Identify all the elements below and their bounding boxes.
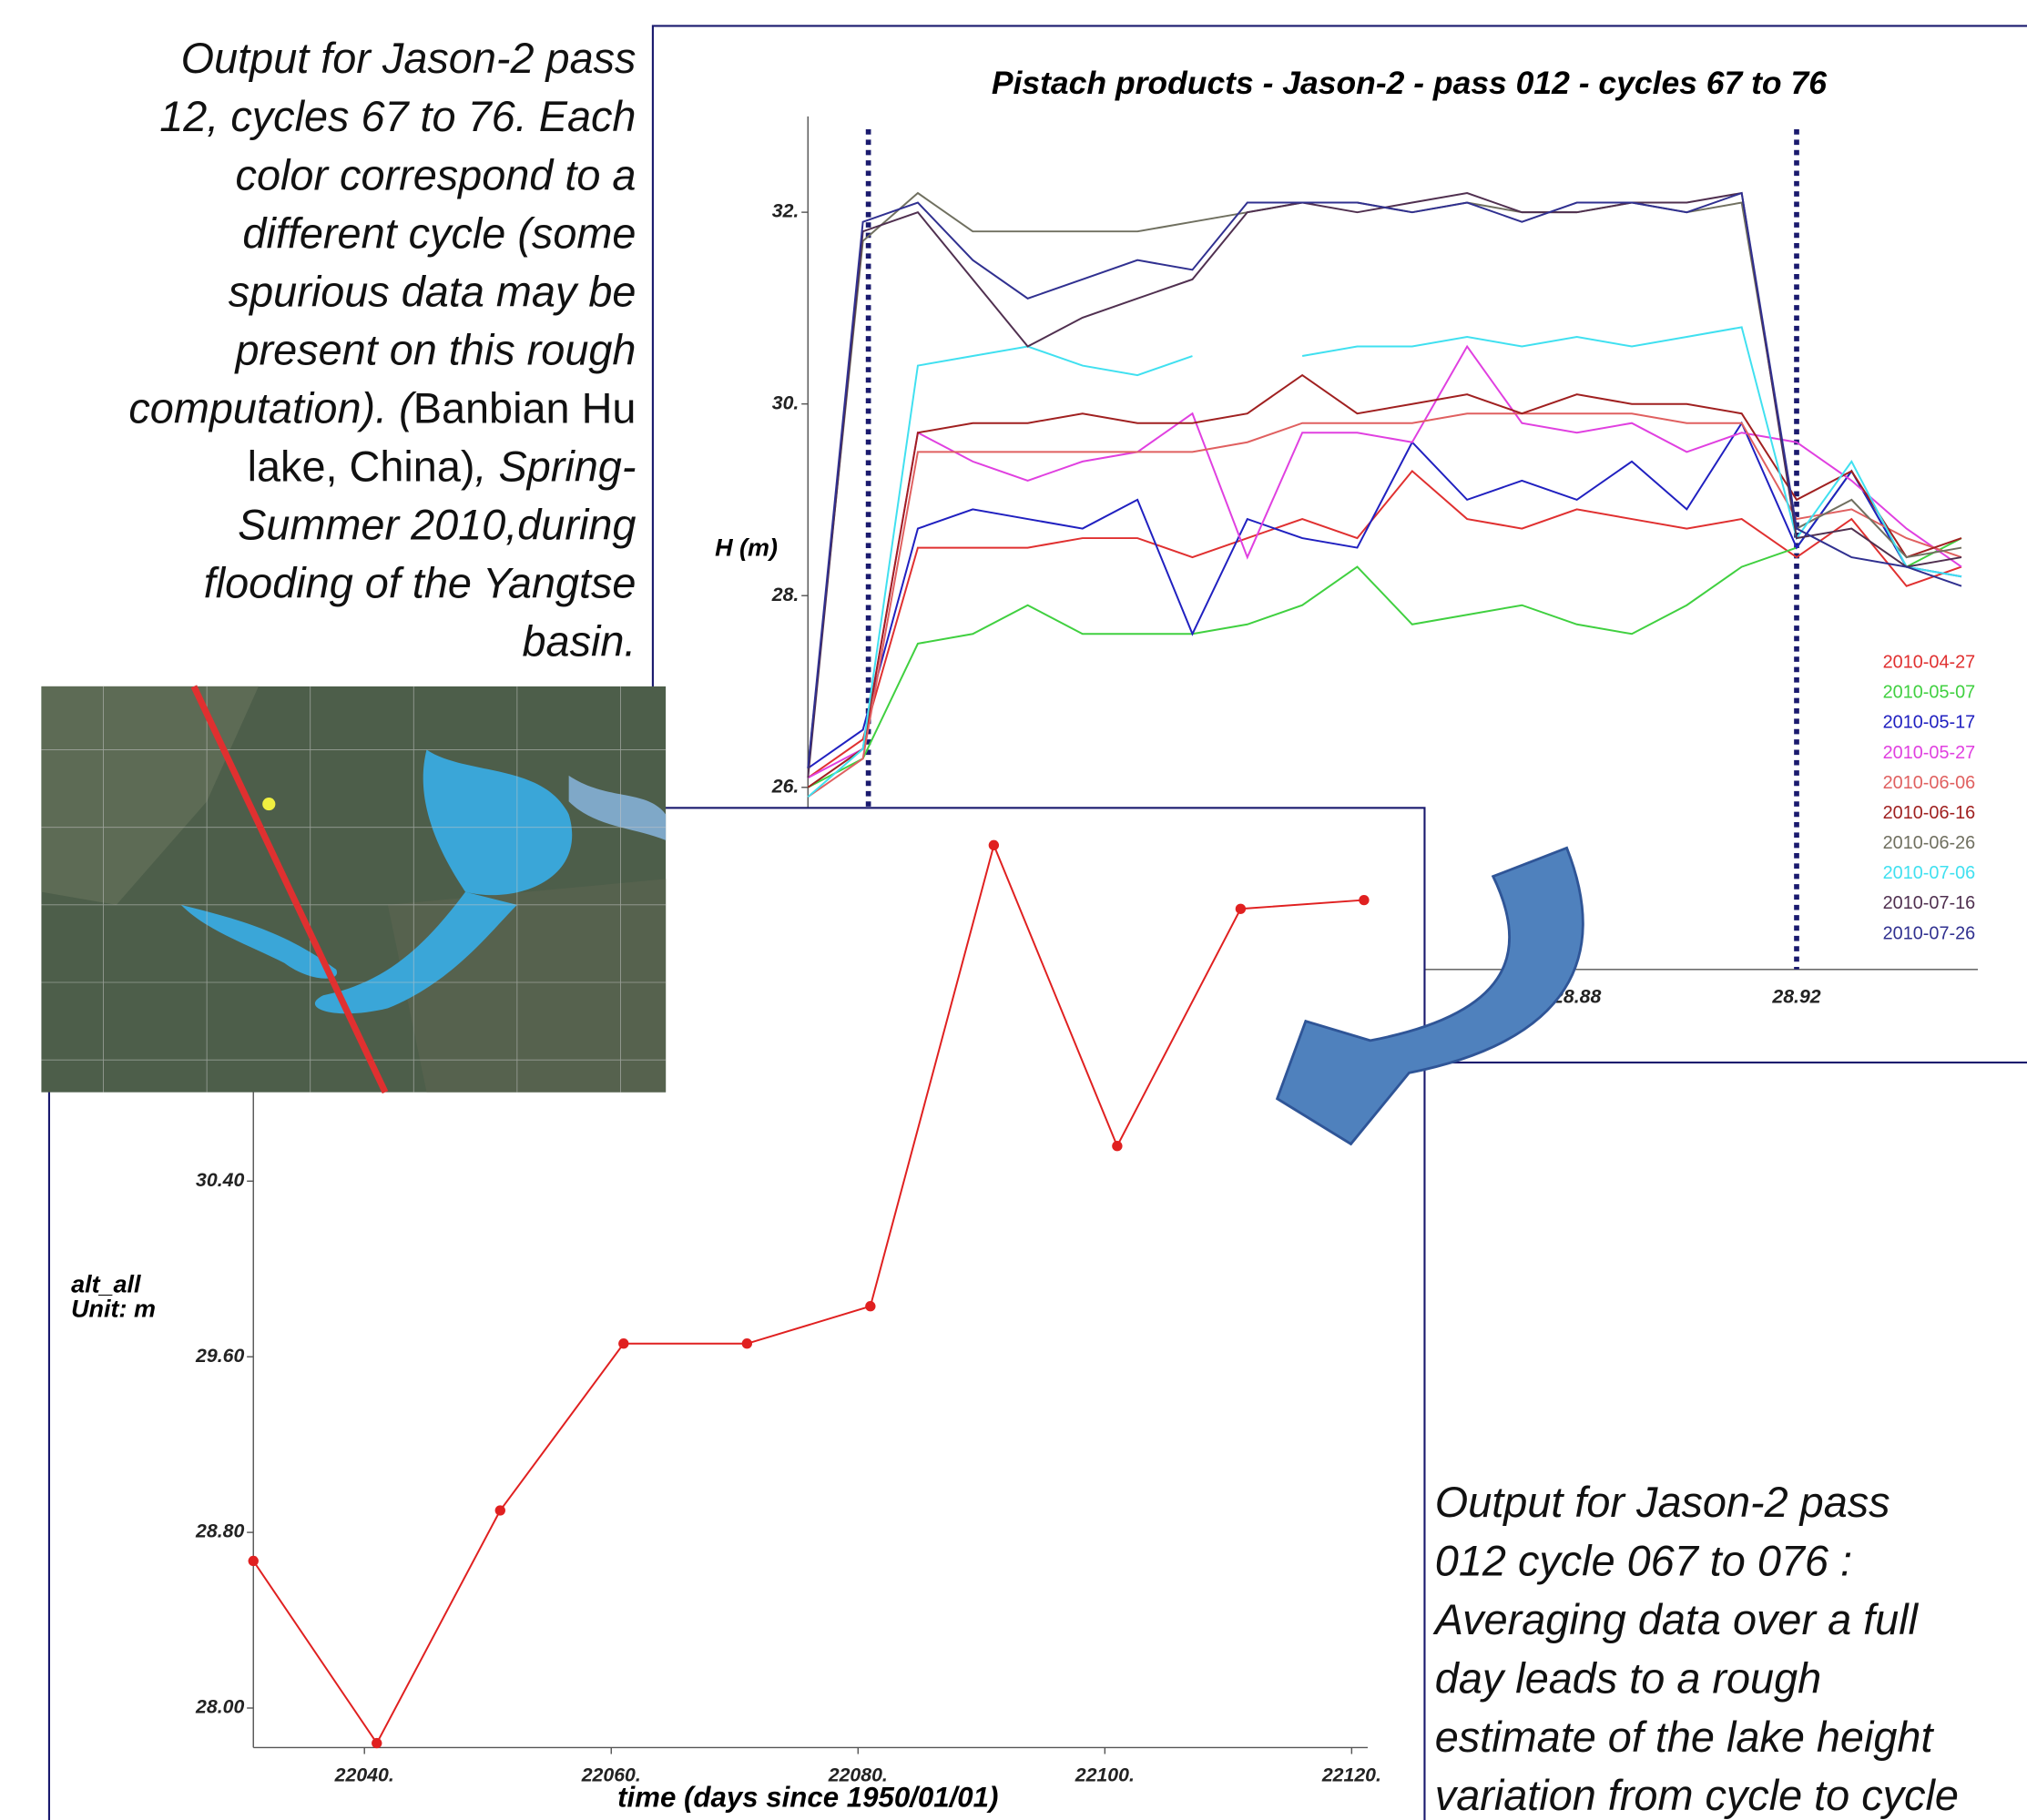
- caption-text: variation from cycle to cycle: [1435, 1773, 1959, 1820]
- caption-text: present on this rough: [234, 327, 637, 374]
- x-axis-label: time (days since 1950/01/01): [617, 1781, 998, 1813]
- data-point: [372, 1738, 382, 1748]
- legend-entry: 2010-07-16: [1883, 893, 1976, 913]
- caption-text: Banbian Hu: [413, 385, 637, 432]
- x-tick-label: 22040.: [334, 1764, 394, 1785]
- data-point: [865, 1301, 875, 1311]
- chart-title: Pistach products - Jason-2 - pass 012 - …: [992, 65, 1827, 101]
- caption-text: day leads to a rough: [1435, 1655, 1821, 1703]
- legend-entry: 2010-07-26: [1883, 923, 1976, 943]
- caption-text: 12, cycles 67 to 76. Each: [159, 94, 636, 141]
- caption-text: estimate of the lake height: [1435, 1713, 1935, 1761]
- legend-entry: 2010-07-06: [1883, 863, 1976, 883]
- x-tick-label: 22120.: [1321, 1764, 1381, 1785]
- y-tick-label: 28.00: [195, 1696, 244, 1718]
- data-point: [618, 1338, 628, 1348]
- y-axis-label: alt_all: [71, 1271, 141, 1298]
- caption-text: Summer 2010,during: [238, 502, 636, 549]
- y-axis-label: H (m): [715, 534, 778, 562]
- legend-entry: 2010-06-26: [1883, 833, 1976, 853]
- caption-bottom: Output for Jason-2 pass 012 cycle 067 to …: [1432, 1479, 1959, 1819]
- y-tick-label: 30.40: [196, 1169, 244, 1191]
- slide: Pistach products - Jason-2 - pass 012 - …: [0, 0, 2027, 1820]
- legend-entry: 2010-05-17: [1883, 713, 1976, 733]
- y-tick-label: 28.: [771, 584, 800, 605]
- data-point: [249, 1556, 259, 1566]
- x-tick-label: 28.92: [1771, 986, 1820, 1008]
- legend-entry: 2010-05-07: [1883, 683, 1976, 703]
- data-point: [495, 1505, 505, 1515]
- y-tick-label: 30.: [772, 391, 800, 413]
- legend-entry: 2010-04-27: [1883, 653, 1976, 673]
- y-tick-label: 26.: [771, 775, 800, 797]
- x-tick-label: 22060.: [581, 1764, 641, 1785]
- caption-text: basin.: [522, 618, 636, 666]
- satellite-map: [41, 686, 666, 1093]
- map-pin: [262, 798, 275, 810]
- y-tick-label: 32.: [772, 200, 800, 222]
- x-tick-label: 22100.: [1075, 1764, 1135, 1785]
- caption-text: computation). (: [128, 385, 417, 432]
- x-tick-label: 22080.: [828, 1764, 888, 1785]
- data-point: [1359, 895, 1369, 905]
- caption-text: different cycle (some: [242, 210, 636, 258]
- caption-text: Output for Jason-2 pass: [1435, 1479, 1890, 1526]
- caption-text: 012 cycle 067 to 076 :: [1435, 1538, 1852, 1585]
- caption-text: , Spring-: [474, 443, 636, 491]
- caption-text: flooding of the Yangtse: [204, 560, 637, 607]
- legend-entry: 2010-06-06: [1883, 773, 1976, 793]
- y-tick-label: 29.60: [195, 1345, 244, 1367]
- legend-entry: 2010-05-27: [1883, 743, 1976, 763]
- caption-text: Output for Jason-2 pass: [181, 36, 637, 83]
- page: {"chart_data": [ {"type": "line", "title…: [0, 0, 2027, 1820]
- caption-text: lake, China): [248, 443, 475, 491]
- data-point: [989, 840, 999, 850]
- data-point: [742, 1338, 752, 1348]
- data-point: [1236, 904, 1246, 914]
- caption-text: color correspond to a: [236, 152, 637, 199]
- caption-text: spurious data may be: [229, 269, 637, 316]
- y-tick-label: 28.80: [195, 1520, 244, 1542]
- y-axis-label: Unit: m: [71, 1296, 156, 1323]
- caption-text: Averaging data over a full: [1432, 1596, 1920, 1643]
- legend-entry: 2010-06-16: [1883, 803, 1976, 823]
- caption-top: Output for Jason-2 pass 12, cycles 67 to …: [128, 36, 636, 666]
- data-point: [1112, 1141, 1122, 1151]
